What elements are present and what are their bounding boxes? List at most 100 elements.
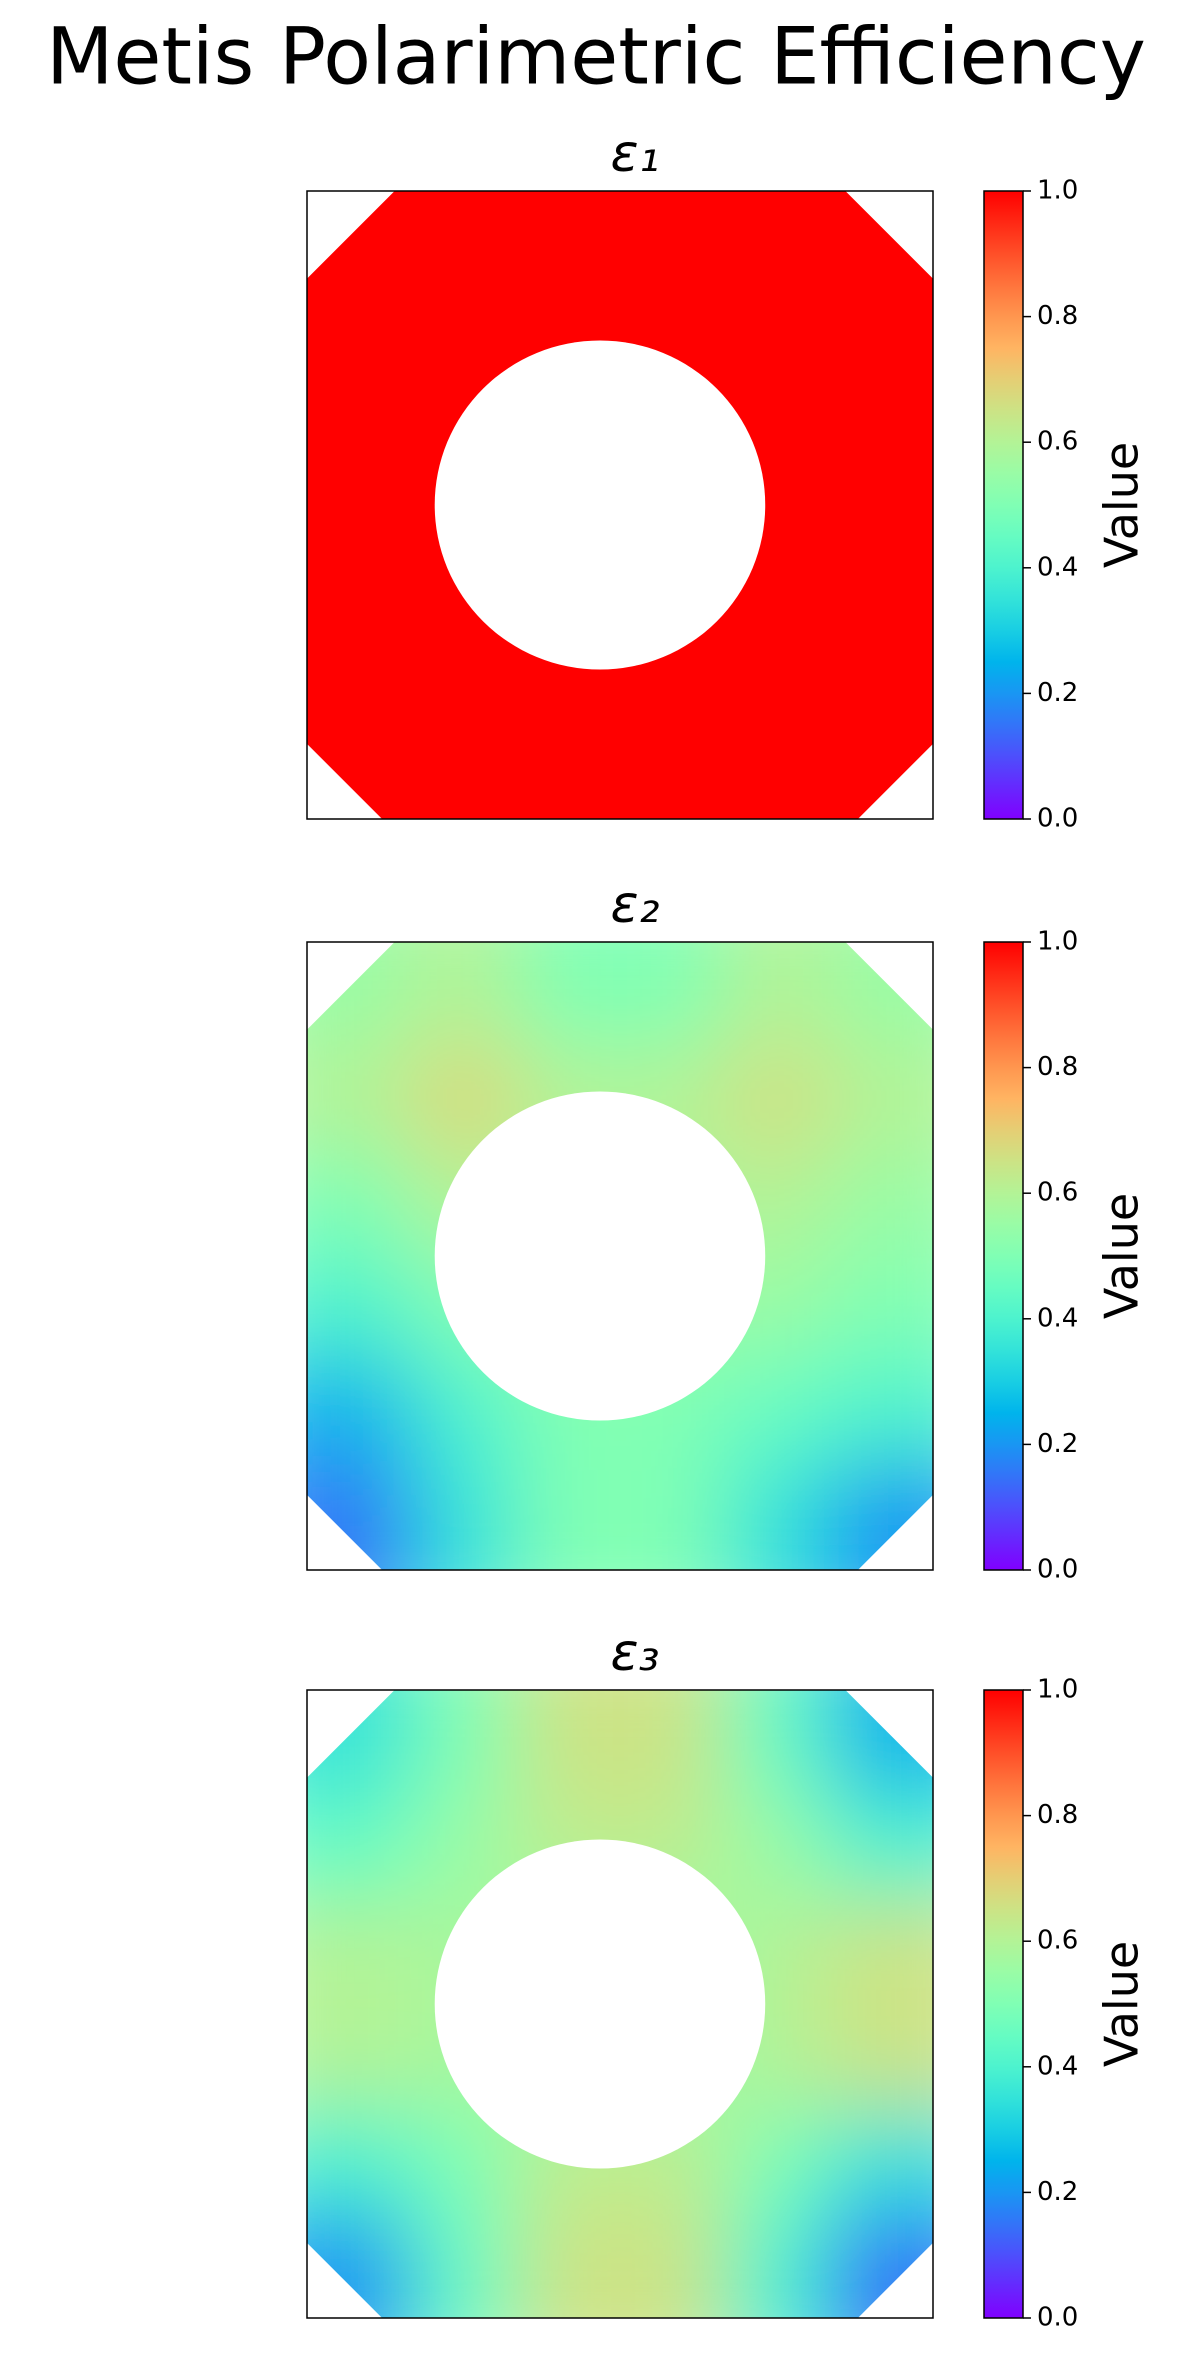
heat-cell xyxy=(307,191,412,297)
figure-title: Metis Polarimetric Efficiency xyxy=(46,12,1146,102)
heat-cell xyxy=(411,1899,517,2005)
heat-cell xyxy=(724,2213,830,2318)
colorbar-tick-label: 1.0 xyxy=(1037,927,1078,957)
heat-cell xyxy=(828,2004,933,2110)
heat-cell xyxy=(828,609,933,715)
heat-cell xyxy=(515,1690,621,1796)
heat-cell xyxy=(307,1690,412,1796)
heat-cell xyxy=(307,505,412,611)
heat-cell xyxy=(515,2213,621,2318)
heat-cell xyxy=(724,400,830,506)
heat-cell xyxy=(724,2004,830,2110)
heat-cell xyxy=(724,1690,830,1796)
colorbar xyxy=(983,941,1024,1571)
heat-cell xyxy=(411,295,517,401)
heat-cell xyxy=(411,942,517,1048)
heat-cell xyxy=(411,1256,517,1362)
heat-cell xyxy=(515,400,621,506)
heatmap xyxy=(307,191,933,819)
colorbar-tick-label: 0.6 xyxy=(1037,427,1078,457)
heat-cell xyxy=(828,1151,933,1257)
colorbar-label: Value xyxy=(1095,442,1149,568)
heat-cell xyxy=(515,1794,621,1900)
heat-cell xyxy=(724,1256,830,1362)
heat-cell xyxy=(724,505,830,611)
heat-cell xyxy=(828,1465,933,1570)
heatmap-cells xyxy=(307,1690,933,2318)
heat-cell xyxy=(724,609,830,715)
heat-cell xyxy=(724,1046,830,1152)
heat-cell xyxy=(620,191,725,297)
colorbar-tick-label: 1.0 xyxy=(1037,176,1078,206)
heat-cell xyxy=(724,191,830,297)
heat-cell xyxy=(828,1690,933,1796)
heatmap-cells xyxy=(307,191,933,819)
heat-cell xyxy=(828,1794,933,1900)
heat-cell xyxy=(724,1151,830,1257)
heat-cell xyxy=(411,1360,517,1466)
heat-cell xyxy=(620,1690,725,1796)
heat-cell xyxy=(307,714,412,819)
heat-cell xyxy=(515,609,621,715)
heat-cell xyxy=(620,1360,725,1466)
heat-cell xyxy=(724,295,830,401)
panel-title: ε₁ xyxy=(611,124,660,184)
heat-cell xyxy=(411,1690,517,1796)
heat-cell xyxy=(828,1360,933,1466)
colorbar-tick-label: 0.8 xyxy=(1037,301,1078,331)
colorbar xyxy=(983,190,1024,820)
heat-cell xyxy=(515,1360,621,1466)
heat-cell xyxy=(307,400,412,506)
colorbar-label: Value xyxy=(1095,1193,1149,1319)
heat-cell xyxy=(307,1256,412,1362)
plot-frame xyxy=(306,941,934,1571)
colorbar-tick-label: 0.4 xyxy=(1037,552,1078,582)
heat-cell xyxy=(828,1899,933,2005)
heat-cell xyxy=(411,2213,517,2318)
heat-cell xyxy=(828,942,933,1048)
heat-cell xyxy=(828,2213,933,2318)
heat-cell xyxy=(515,714,621,819)
heat-cell xyxy=(515,2004,621,2110)
heat-cell xyxy=(411,505,517,611)
heat-cell xyxy=(828,191,933,297)
heat-cell xyxy=(515,295,621,401)
heatmap xyxy=(307,1690,933,2318)
colorbar-tick-label: 0.4 xyxy=(1037,2051,1078,2081)
heat-cell xyxy=(411,1151,517,1257)
heat-cell xyxy=(411,714,517,819)
heat-cell xyxy=(620,1899,725,2005)
heat-cell xyxy=(828,295,933,401)
heat-cell xyxy=(828,1256,933,1362)
plot-frame xyxy=(306,190,934,820)
heat-cell xyxy=(307,1899,412,2005)
heat-cell xyxy=(620,2213,725,2318)
heat-cell xyxy=(411,2108,517,2214)
heat-cell xyxy=(515,191,621,297)
heat-cell xyxy=(411,1465,517,1570)
heat-cell xyxy=(724,714,830,819)
colorbar-tick-label: 0.8 xyxy=(1037,1052,1078,1082)
colorbar-tick-label: 0.8 xyxy=(1037,1800,1078,1830)
plot-frame xyxy=(306,1689,934,2319)
heat-cell xyxy=(515,1465,621,1570)
heat-cell xyxy=(411,1794,517,1900)
heat-cell xyxy=(828,714,933,819)
colorbar-label: Value xyxy=(1095,1941,1149,2067)
heat-cell xyxy=(620,2108,725,2214)
heat-cell xyxy=(515,1899,621,2005)
heat-cell xyxy=(724,942,830,1048)
heat-cell xyxy=(828,1046,933,1152)
heat-cell xyxy=(411,2004,517,2110)
colorbar-tick-label: 0.0 xyxy=(1037,804,1078,834)
heat-cell xyxy=(620,609,725,715)
heat-cell xyxy=(515,505,621,611)
panel-title: ε₃ xyxy=(611,1623,660,1683)
colorbar-tick-label: 0.0 xyxy=(1037,1555,1078,1585)
heat-cell xyxy=(515,942,621,1048)
colorbar-tick-label: 0.4 xyxy=(1037,1303,1078,1333)
heat-cell xyxy=(724,1899,830,2005)
heat-cell xyxy=(620,1794,725,1900)
